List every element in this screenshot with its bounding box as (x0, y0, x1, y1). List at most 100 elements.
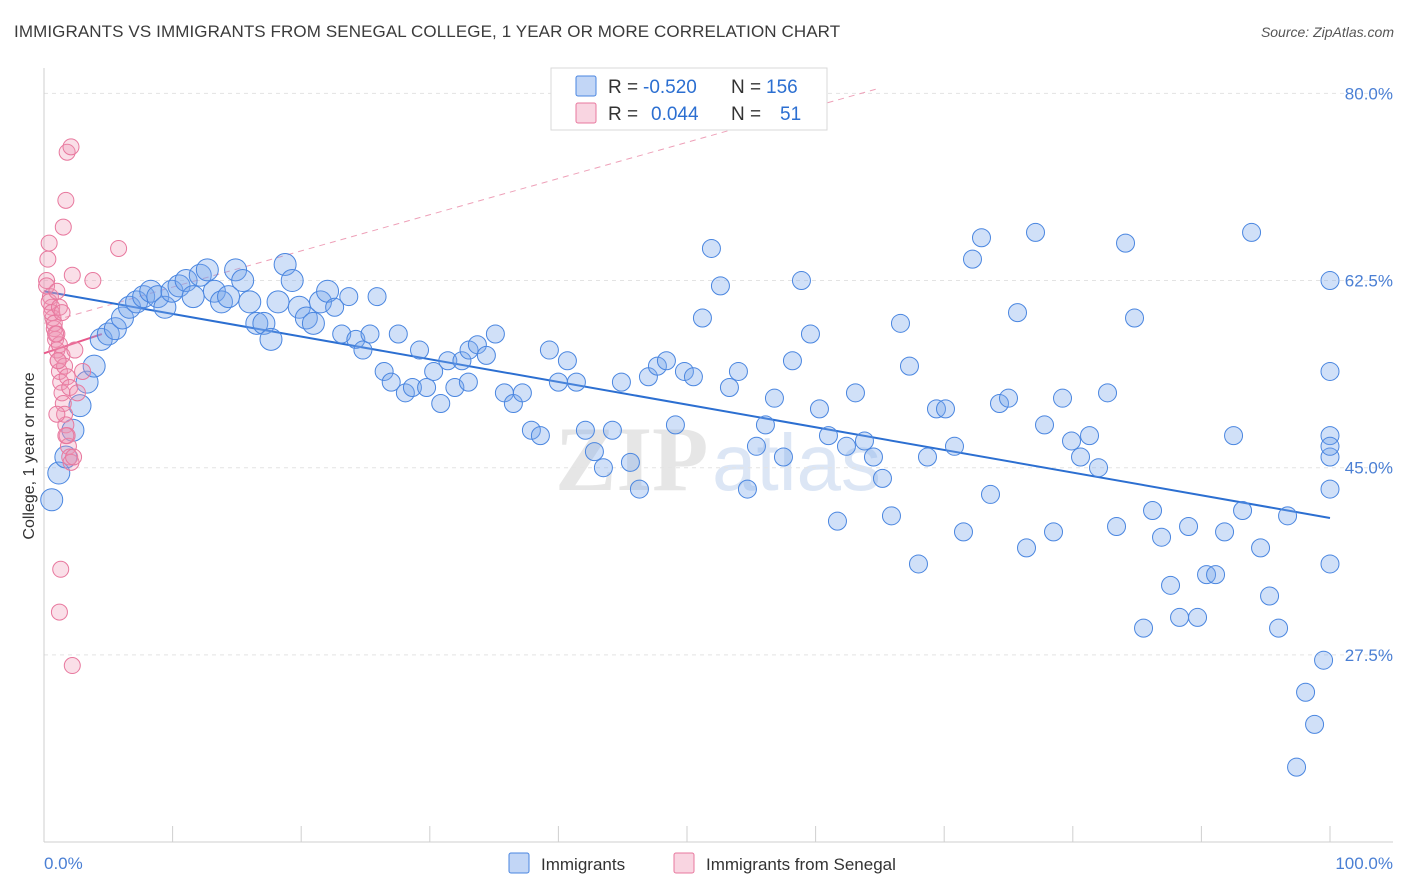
immigrants-point (1125, 308, 1145, 328)
immigrants-point (890, 313, 910, 333)
senegal-point (66, 341, 84, 359)
senegal-point (74, 362, 92, 380)
immigrants-point (962, 249, 982, 269)
immigrants-point (438, 351, 458, 371)
immigrants-point (1320, 271, 1340, 291)
immigrants-point (917, 447, 937, 467)
immigrants-point (402, 377, 422, 397)
senegal-point (58, 368, 76, 386)
immigrants-point (1161, 575, 1181, 595)
immigrants-point (417, 377, 437, 397)
immigrants-point (332, 324, 352, 344)
legend-swatch-pink (575, 102, 597, 124)
senegal-point (68, 384, 86, 402)
x-tick-label-max: 100.0% (1335, 854, 1393, 873)
x-tick-label-min: 0.0% (44, 854, 83, 873)
immigrants-point (1278, 506, 1298, 526)
immigrants-point (1017, 538, 1037, 558)
immigrants-point (575, 420, 595, 440)
immigrants-point (989, 394, 1009, 414)
immigrants-point (1098, 383, 1118, 403)
immigrants-point (217, 285, 241, 309)
immigrants-point (1152, 527, 1172, 547)
immigrants-point (410, 340, 430, 360)
senegal-point (40, 234, 58, 252)
source-label: Source: ZipAtlas.com (1260, 24, 1394, 40)
legend-r-value-1: -0.520 (643, 77, 697, 98)
senegal-point (53, 304, 71, 322)
immigrants-point (1008, 303, 1028, 323)
senegal-point (54, 218, 72, 236)
immigrants-point (424, 361, 444, 381)
senegal-point (62, 138, 80, 156)
immigrants-point (1206, 565, 1226, 585)
immigrants-point (238, 290, 262, 314)
watermark-atlas: atlas (712, 418, 881, 507)
immigrants-point (584, 442, 604, 462)
immigrants-point (1233, 500, 1253, 520)
immigrants-point (818, 426, 838, 446)
immigrants-point (1170, 607, 1190, 627)
immigrants-point (245, 311, 269, 335)
immigrants-point (266, 290, 290, 314)
immigrants-point (40, 488, 64, 512)
senegal-point (57, 191, 75, 209)
immigrants-point (944, 436, 964, 456)
immigrants-point (431, 394, 451, 414)
immigrants-point (854, 431, 874, 451)
immigrants-point (845, 383, 865, 403)
immigrants-point (836, 436, 856, 456)
senegal-point (47, 325, 65, 343)
immigrants-point (647, 356, 667, 376)
immigrants-point (593, 458, 613, 478)
immigrants-point (1320, 361, 1340, 381)
immigrants-point (452, 351, 472, 371)
immigrants-point (1320, 447, 1340, 467)
immigrants-point (181, 285, 205, 309)
immigrants-point (381, 372, 401, 392)
immigrants-point (899, 356, 919, 376)
immigrants-point (1320, 554, 1340, 574)
immigrants-point (674, 361, 694, 381)
immigrants-point (1080, 426, 1100, 446)
immigrants-point (195, 258, 219, 282)
y-axis-label: College, 1 year or more (21, 372, 38, 539)
immigrants-point (374, 361, 394, 381)
immigrants-point (548, 372, 568, 392)
immigrants-point (1143, 500, 1163, 520)
immigrants-point (701, 238, 721, 258)
immigrants-point (512, 383, 532, 403)
immigrants-points (40, 222, 1340, 777)
senegal-point (63, 657, 81, 675)
immigrants-point (629, 479, 649, 499)
immigrants-point (458, 372, 478, 392)
legend-swatch-blue (575, 75, 597, 97)
senegal-point (38, 272, 56, 290)
immigrants-point (346, 329, 366, 349)
immigrants-point (1296, 682, 1316, 702)
immigrants-point (809, 399, 829, 419)
immigrants-point (353, 340, 373, 360)
senegal-point (52, 560, 70, 578)
immigrants-point (82, 354, 106, 378)
stats-legend: R = -0.520 N = 156 R = 0.044 N = 51 (550, 67, 828, 131)
immigrants-point (1320, 436, 1340, 456)
immigrants-point (1215, 522, 1235, 542)
immigrants-point (737, 479, 757, 499)
immigrants-point (980, 484, 1000, 504)
immigrants-point (620, 452, 640, 472)
immigrants-point (773, 447, 793, 467)
immigrants-point (280, 269, 304, 293)
senegal-point (57, 427, 75, 445)
immigrants-point (1035, 415, 1055, 435)
gridlines (44, 92, 1393, 656)
immigrants-point (791, 271, 811, 291)
senegal-point (48, 282, 66, 300)
y-tick-labels: 27.5% 45.0% 62.5% 80.0% (1345, 84, 1393, 664)
immigrants-point (999, 388, 1018, 408)
immigrants-point (728, 361, 748, 381)
senegal-points (38, 138, 128, 675)
series-legend-swatch-senegal (673, 852, 695, 874)
immigrants-point (1134, 618, 1154, 638)
